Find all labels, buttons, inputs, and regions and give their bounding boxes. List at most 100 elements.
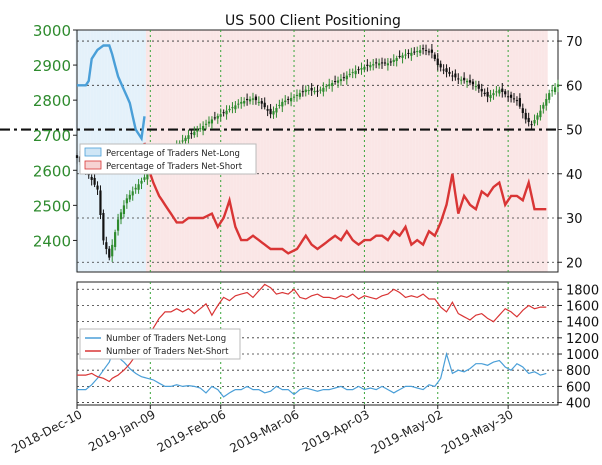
candle-body (477, 84, 480, 89)
candle-body (122, 205, 126, 215)
candle-body (363, 66, 366, 70)
candle-body (501, 88, 504, 92)
candle-body (468, 80, 472, 83)
candle-body (504, 91, 507, 95)
candle-body (474, 86, 477, 88)
candle-body (284, 100, 287, 103)
price-candle (284, 95, 287, 106)
candle-body (509, 94, 513, 98)
candle-body (319, 89, 322, 91)
candle-body (401, 55, 404, 58)
price-tick-label: 2800 (33, 92, 71, 110)
price-candle (433, 52, 436, 62)
candle-body (146, 173, 149, 180)
upper-panel: 2400 2500 2600 2700 2800 2900 3000 20 30 40 50 60 70… (0, 22, 583, 273)
price-candle (477, 80, 480, 93)
candle-body (248, 99, 252, 102)
candle-body (345, 75, 348, 80)
price-candle (128, 190, 131, 203)
legend-label: Number of Traders Net-Short (106, 347, 229, 357)
price-candle (507, 90, 510, 102)
price-candle (383, 58, 387, 66)
price-candle (301, 86, 304, 97)
legend-swatch-short (84, 160, 102, 170)
candle-body (451, 75, 454, 77)
candle-body (184, 137, 187, 142)
price-candle (369, 61, 372, 71)
price-candle (210, 116, 214, 130)
price-tick-label: 3000 (33, 22, 71, 40)
candle-body (254, 96, 258, 101)
count-tick-label: 1800 (566, 283, 599, 298)
candle-body (357, 69, 360, 71)
candle-body (386, 63, 389, 66)
candle-body (448, 71, 451, 74)
candle-body (272, 111, 275, 115)
price-candle (216, 113, 219, 124)
price-candle (348, 68, 351, 78)
price-candle (281, 98, 284, 113)
price-candle (351, 68, 354, 79)
count-tick-label: 400 (566, 397, 591, 412)
candle-body (202, 126, 205, 131)
candle-body (260, 101, 263, 104)
count-tick-label: 1400 (566, 316, 599, 331)
price-candle (416, 46, 419, 58)
candle-body (433, 54, 436, 59)
net-long-count-line (77, 351, 547, 398)
candle-body (489, 94, 492, 99)
candle-body (556, 84, 560, 87)
candle-body (471, 81, 475, 85)
candle-body (114, 232, 117, 247)
candle-body (125, 198, 128, 204)
net-long-pct-line (77, 44, 146, 142)
candle-body (442, 69, 445, 71)
price-candle (222, 109, 225, 117)
price-candle (419, 45, 422, 56)
candle-body (181, 140, 184, 142)
candle-body (75, 155, 79, 159)
x-tick-label: 2019-May-02 (369, 407, 445, 456)
price-candle (116, 213, 120, 236)
candle-body (131, 191, 134, 196)
price-candle (342, 72, 345, 82)
price-candle (377, 58, 381, 69)
price-candle (401, 52, 404, 64)
candle-body (483, 92, 486, 95)
candle-body (372, 64, 375, 66)
price-candle (421, 44, 425, 55)
price-candle (187, 129, 190, 144)
x-tick-label: 2018-Dec-10 (9, 407, 84, 456)
candle-body (93, 177, 96, 185)
price-tick-label: 2500 (33, 197, 71, 215)
price-candle (530, 120, 533, 130)
candle-body (287, 98, 290, 100)
candle-body (213, 117, 216, 119)
candle-body (427, 51, 431, 53)
candle-body (328, 84, 331, 86)
price-candle (298, 89, 302, 100)
candle-body (480, 88, 483, 92)
candle-body (246, 98, 249, 101)
candle-body (331, 83, 334, 87)
legend: Number of Traders Net-Long Number of Trad… (79, 328, 241, 360)
candle-body (339, 79, 343, 82)
candle-body (348, 73, 351, 76)
net-short-pct-line (143, 142, 547, 255)
candle-body (251, 98, 255, 100)
candle-body (360, 68, 363, 70)
upper-frame (76, 29, 559, 273)
price-candle (357, 66, 360, 74)
x-tick-label: 2019-May-30 (439, 407, 515, 456)
price-candle (336, 76, 340, 88)
price-tick-label: 2400 (33, 232, 71, 250)
price-candle (518, 93, 521, 109)
price-candle (536, 112, 539, 126)
candle-body (430, 49, 433, 53)
price-candle (199, 123, 202, 132)
price-candle (389, 58, 392, 66)
candle-body (351, 72, 354, 74)
candle-body (518, 98, 521, 107)
